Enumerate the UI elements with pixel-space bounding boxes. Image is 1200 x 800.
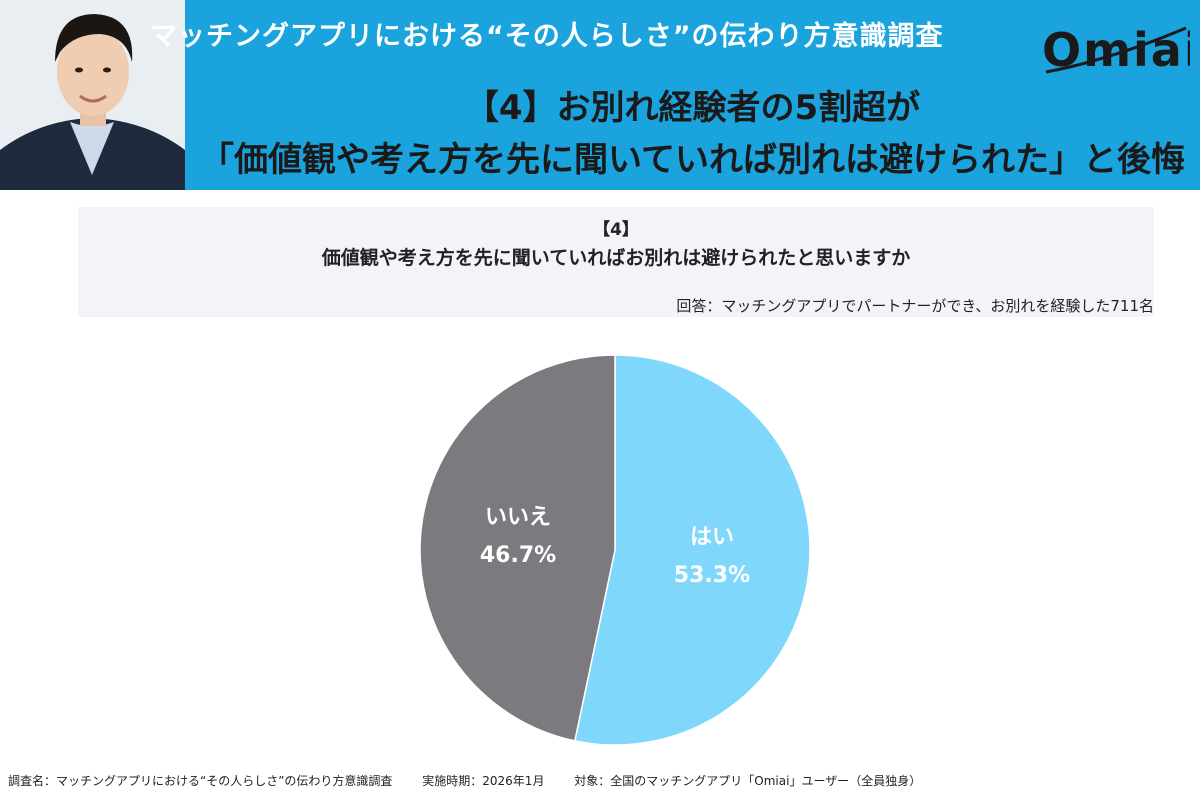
footer: 調査名：マッチングアプリにおける“その人らしさ”の伝わり方意識調査 実施時期：2… (8, 772, 1198, 789)
header-banner: マッチングアプリにおける“その人らしさ”の伝わり方意識調査 Omiai 【4】お… (0, 0, 1200, 190)
slice-category-label: いいえ (485, 505, 551, 530)
pie-chart-area: はい 53.3% いいえ 46.7% (0, 330, 1200, 770)
spokesperson-photo (0, 0, 185, 190)
survey-title: マッチングアプリにおける“その人らしさ”の伝わり方意識調査 (150, 21, 944, 52)
footer-period: 実施時期：2026年1月 (422, 774, 545, 788)
footer-target: 対象：全国のマッチングアプリ「Omiai」ユーザー（全員独身） (574, 774, 922, 788)
pie-slice-1 (573, 354, 811, 746)
respondent-note: 回答：マッチングアプリでパートナーができ、お別れを経験した711名 (676, 297, 1154, 315)
pie-slice-2 (419, 354, 616, 742)
headline-line1: 【4】お別れ経験者の5割超が (464, 88, 921, 128)
omiai-logo: Omiai (1040, 20, 1200, 77)
footer-survey-name: 調査名：マッチングアプリにおける“その人らしさ”の伝わり方意識調査 (8, 774, 393, 788)
question-text: 価値観や考え方を先に聞いていればお別れは避けられたと思いますか (321, 247, 911, 269)
pie-chart: はい 53.3% いいえ 46.7% (419, 354, 811, 746)
slice-value-label: 53.3% (674, 563, 750, 588)
slice-category-label: はい (690, 525, 734, 550)
question-box: 【4】 価値観や考え方を先に聞いていればお別れは避けられたと思いますか 回答：マ… (78, 207, 1154, 317)
question-number: 【4】 (593, 220, 639, 240)
slice-value-label: 46.7% (480, 543, 556, 568)
headline-line2: 「価値観や考え方を先に聞いていれば別れは避けられた」と後悔 (200, 140, 1185, 180)
